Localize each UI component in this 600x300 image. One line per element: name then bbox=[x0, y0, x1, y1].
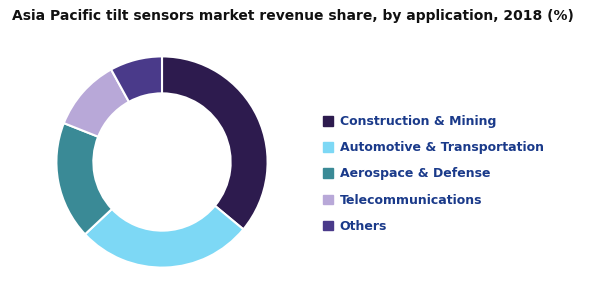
Wedge shape bbox=[64, 70, 129, 137]
Wedge shape bbox=[85, 206, 244, 268]
Wedge shape bbox=[111, 56, 162, 102]
Wedge shape bbox=[162, 56, 268, 229]
Wedge shape bbox=[56, 123, 112, 234]
Legend: Construction & Mining, Automotive & Transportation, Aerospace & Defense, Telecom: Construction & Mining, Automotive & Tran… bbox=[318, 110, 548, 238]
Text: Asia Pacific tilt sensors market revenue share, by application, 2018 (%): Asia Pacific tilt sensors market revenue… bbox=[12, 9, 574, 23]
